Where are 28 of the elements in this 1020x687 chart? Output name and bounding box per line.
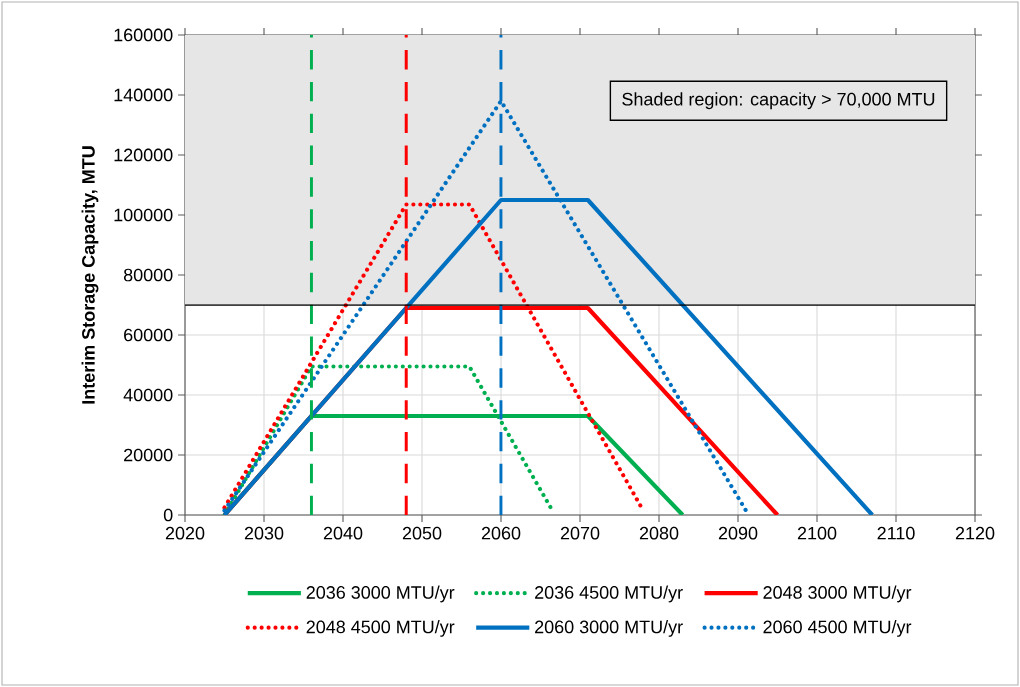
x-tick-label: 2030 — [244, 526, 284, 540]
y-tick-label: 120000 — [114, 148, 173, 162]
y-tick-label: 80000 — [123, 268, 173, 282]
x-tick-label: 2100 — [797, 526, 837, 540]
y-axis-title: Interim Storage Capacity, MTU — [81, 146, 99, 404]
y-tick-label: 140000 — [114, 88, 173, 102]
legend-label: 2048 4500 MTU/yr — [306, 620, 455, 637]
x-tick-label: 2020 — [165, 526, 205, 540]
y-tick-label: 60000 — [124, 328, 173, 342]
legend-label: 2036 3000 MTU/yr — [306, 585, 455, 603]
legend-label: 2060 3000 MTU/yr — [535, 620, 683, 637]
x-tick-label: 2120 — [955, 526, 995, 540]
legend-label: 2036 4500 MTU/yr — [535, 585, 683, 603]
legend-label: 2048 3000 MTU/yr — [763, 585, 912, 603]
x-tick-label: 2110 — [877, 526, 915, 540]
band-label: Shaded region: capacity > 70,000 MTU — [622, 92, 935, 110]
y-tick-label: 160000 — [114, 28, 173, 42]
x-tick-label: 2090 — [718, 526, 758, 540]
x-tick-label: 2080 — [639, 526, 679, 540]
x-tick-label: 2050 — [402, 526, 442, 540]
y-tick-label: 20000 — [124, 448, 173, 462]
y-tick-label: 100000 — [114, 208, 173, 222]
x-tick-label: 2070 — [560, 526, 600, 540]
legend-label: 2060 4500 MTU/yr — [763, 620, 912, 637]
y-tick-label: 0 — [163, 508, 173, 522]
x-tick-label: 2040 — [323, 526, 363, 540]
x-tick-label: 2060 — [481, 526, 521, 540]
y-tick-label: 40000 — [123, 388, 173, 402]
